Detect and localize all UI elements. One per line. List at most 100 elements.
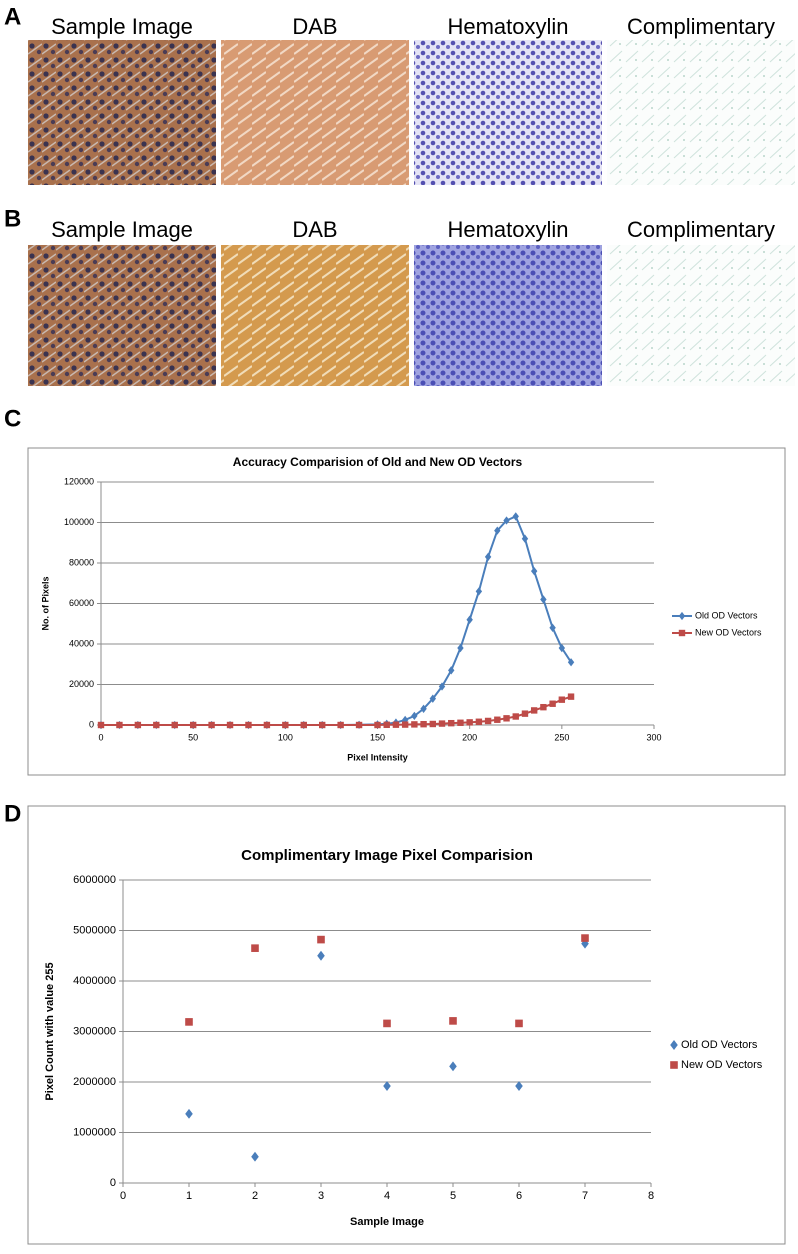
y-tick-label: 20000 xyxy=(69,679,94,689)
marker xyxy=(411,711,418,721)
marker xyxy=(374,721,381,729)
x-tick-label: 3 xyxy=(318,1190,324,1202)
image xyxy=(221,245,409,386)
marker xyxy=(251,944,259,952)
image xyxy=(221,40,409,185)
image-title: Hematoxylin xyxy=(447,217,568,242)
marker xyxy=(185,1018,193,1026)
y-tick-label: 4000000 xyxy=(73,975,116,987)
marker xyxy=(521,710,529,717)
y-tick-label: 6000000 xyxy=(73,874,116,886)
chart-title: Accuracy Comparision of Old and New OD V… xyxy=(233,455,523,469)
y-tick-label: 60000 xyxy=(69,598,94,608)
y-tick-label: 0 xyxy=(110,1177,116,1189)
marker xyxy=(530,707,538,714)
marker xyxy=(581,934,589,942)
marker xyxy=(512,512,519,521)
marker xyxy=(226,721,234,729)
marker xyxy=(567,658,575,667)
legend-label: New OD Vectors xyxy=(681,1059,763,1071)
marker xyxy=(185,1108,193,1119)
marker xyxy=(448,719,455,727)
chart-frame xyxy=(27,447,786,776)
x-tick-label: 0 xyxy=(120,1190,126,1202)
x-tick-label: 4 xyxy=(384,1190,390,1202)
marker xyxy=(581,938,589,949)
y-tick-label: 5000000 xyxy=(73,924,116,936)
y-tick-label: 120000 xyxy=(64,476,94,486)
y-axis-label: Pixel Count with value 255 xyxy=(44,962,56,1100)
x-tick-label: 6 xyxy=(516,1190,522,1202)
marker xyxy=(337,721,344,729)
marker xyxy=(540,703,547,711)
marker xyxy=(515,1081,523,1091)
marker xyxy=(466,719,473,726)
x-tick-label: 7 xyxy=(582,1190,588,1202)
marker xyxy=(355,721,363,729)
y-tick-label: 0 xyxy=(89,719,94,729)
x-tick-label: 2 xyxy=(252,1190,258,1202)
marker xyxy=(411,721,418,728)
marker xyxy=(475,587,483,596)
marker xyxy=(317,950,325,961)
x-tick-label: 100 xyxy=(278,732,293,742)
marker xyxy=(549,700,556,707)
legend-marker xyxy=(670,1040,678,1050)
panel-letter: B xyxy=(4,205,21,232)
marker xyxy=(475,718,483,725)
x-tick-label: 200 xyxy=(462,732,477,742)
marker xyxy=(189,721,197,729)
marker xyxy=(438,682,446,691)
marker xyxy=(449,1017,457,1025)
marker xyxy=(484,717,492,725)
marker xyxy=(540,595,547,604)
marker xyxy=(392,721,400,728)
image-title: Sample Image xyxy=(51,14,193,39)
x-tick-label: 0 xyxy=(98,732,103,742)
marker xyxy=(429,720,436,728)
marker xyxy=(383,721,390,728)
y-tick-label: 3000000 xyxy=(73,1025,116,1037)
marker xyxy=(512,713,519,720)
marker xyxy=(515,1019,523,1028)
marker xyxy=(438,720,446,727)
image xyxy=(414,40,602,185)
marker xyxy=(383,1019,391,1028)
marker xyxy=(401,721,409,728)
marker xyxy=(383,1081,391,1091)
marker xyxy=(494,716,501,723)
image xyxy=(414,245,602,386)
series-line xyxy=(101,515,572,726)
marker xyxy=(466,615,473,624)
marker xyxy=(251,1151,259,1162)
panel-letter: A xyxy=(4,3,21,30)
image-title: Complimentary xyxy=(627,217,775,242)
x-tick-label: 300 xyxy=(646,732,661,742)
x-tick-label: 1 xyxy=(186,1190,192,1202)
image-title: Hematoxylin xyxy=(447,14,568,39)
marker xyxy=(503,715,510,722)
marker xyxy=(282,721,289,729)
marker xyxy=(449,1061,457,1072)
x-axis-label: Pixel Intensity xyxy=(347,752,408,762)
panel-letter: C xyxy=(4,405,21,432)
legend-label: Old OD Vectors xyxy=(695,610,758,620)
marker xyxy=(300,721,307,729)
legend-label: New OD Vectors xyxy=(695,627,762,637)
legend-marker xyxy=(678,629,686,637)
marker xyxy=(494,526,501,535)
image-title: Complimentary xyxy=(627,14,775,39)
marker xyxy=(319,721,326,729)
marker xyxy=(567,693,575,700)
image xyxy=(28,245,216,386)
marker xyxy=(116,721,123,729)
x-tick-label: 8 xyxy=(648,1190,654,1202)
x-axis-label: Sample Image xyxy=(350,1216,424,1228)
image-panels xyxy=(28,40,795,386)
marker xyxy=(549,623,556,632)
marker xyxy=(171,721,178,729)
marker xyxy=(134,721,142,729)
chart-title: Complimentary Image Pixel Comparision xyxy=(241,847,533,864)
marker xyxy=(558,696,566,703)
